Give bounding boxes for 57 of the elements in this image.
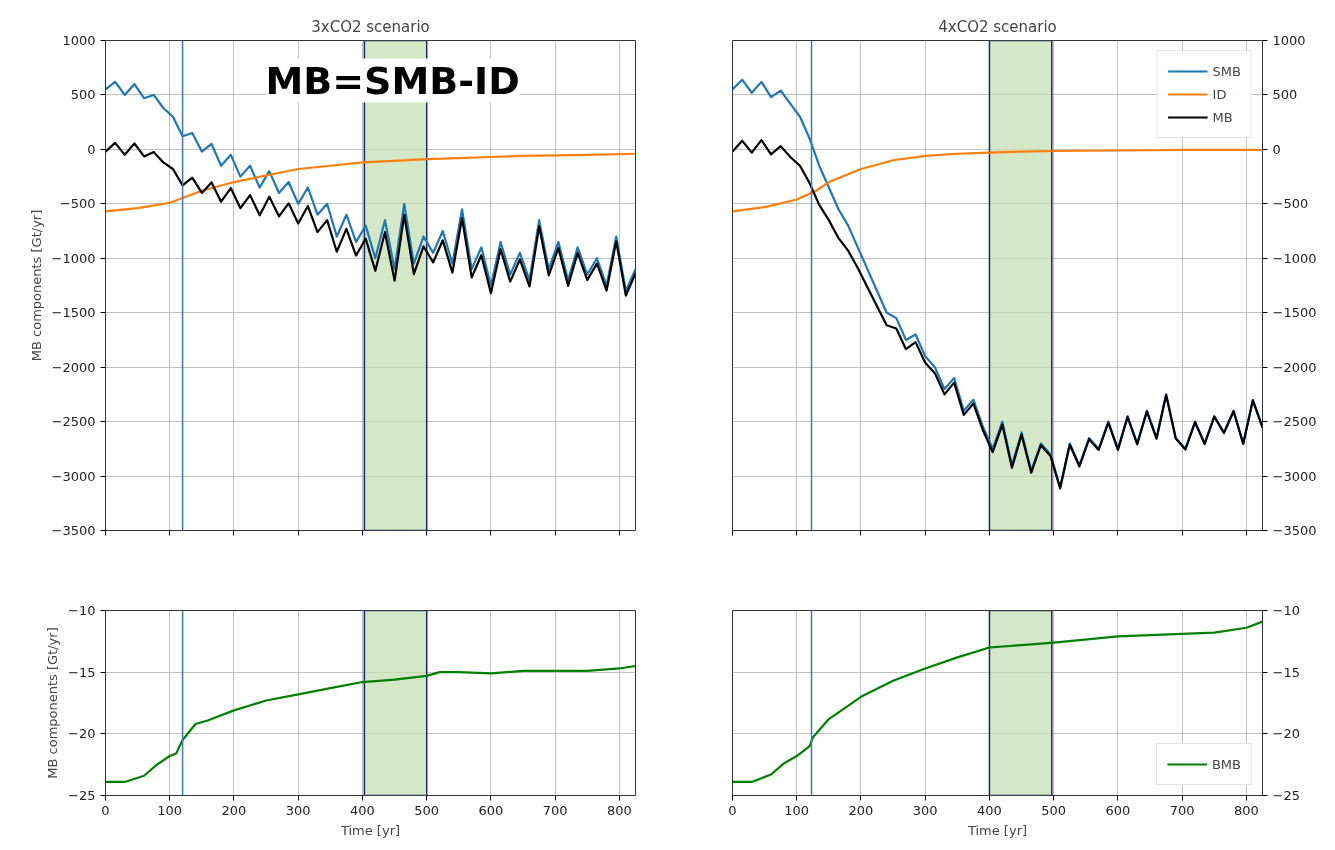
y-tick-label: 0 [1272,141,1281,157]
y-tick-label: −1500 [1272,305,1317,321]
x-tick-label: 800 [1234,802,1259,818]
x-tick-label: 100 [784,802,810,818]
y-tick-label: −25 [1272,788,1300,803]
y-tick-label: −3000 [51,468,96,484]
x-tick-label: 700 [542,802,568,818]
y-tick-label: −2000 [51,359,96,375]
y-tick-label: 500 [70,87,96,103]
x-tick-label: 200 [221,802,247,818]
x-tick-label: 100 [157,802,183,818]
x-tick-label: 300 [285,802,311,818]
x-tick-label: 500 [1041,802,1067,818]
x-tick-label: 600 [1105,802,1131,818]
y-axis-title: MB components [Gt/yr] [45,627,61,779]
x-tick-label: 500 [414,802,440,818]
x-tick-label: 200 [848,802,874,818]
x-tick-label: 800 [607,802,632,818]
y-tick-label: −2500 [51,414,96,430]
x-tick-label: 600 [478,802,504,818]
y-tick-label: −500 [1272,196,1309,212]
x-tick-label: 400 [977,802,1002,818]
x-axis-title: Time [yr] [339,822,401,838]
y-tick-label: −3000 [1272,468,1317,484]
y-tick-label: −10 [1272,603,1300,618]
x-axis-title: Time [yr] [966,822,1028,838]
y-tick-label: −20 [68,726,96,742]
legend-label: ID [1212,86,1228,102]
y-axis-title: MB components [Gt/yr] [28,209,44,362]
x-tick-label: 400 [350,802,375,818]
y-tick-label: 500 [1272,87,1298,103]
chart-title: 4xCO2 scenario [938,17,1057,36]
y-tick-label: −1000 [51,250,96,266]
y-tick-label: −1500 [51,305,96,321]
y-tick-label: −25 [68,788,96,803]
legend-label: SMB [1212,63,1241,79]
x-tick-label: 300 [912,802,938,818]
x-tick-label: 0 [728,802,737,818]
y-tick-label: −1000 [1272,250,1317,266]
legend-label: MB [1212,109,1233,125]
y-tick-label: −15 [68,664,96,680]
x-tick-label: 0 [101,802,110,818]
y-tick-label: −15 [1272,664,1300,680]
y-tick-label: −3500 [1272,523,1317,538]
annotation: MB=SMB-ID [265,58,520,103]
x-tick-label: 700 [1169,802,1195,818]
y-tick-label: −500 [59,196,96,212]
y-tick-label: −2500 [1272,414,1317,430]
legend-label: BMB [1211,756,1241,772]
y-tick-label: −10 [68,603,96,618]
y-tick-label: −2000 [1272,359,1317,375]
y-tick-label: 1000 [1272,33,1306,48]
y-tick-label: 1000 [62,33,96,48]
y-tick-label: 0 [87,141,96,157]
y-tick-label: −3500 [51,523,96,538]
y-tick-label: −20 [1272,726,1300,742]
chart-title: 3xCO2 scenario [311,17,430,36]
